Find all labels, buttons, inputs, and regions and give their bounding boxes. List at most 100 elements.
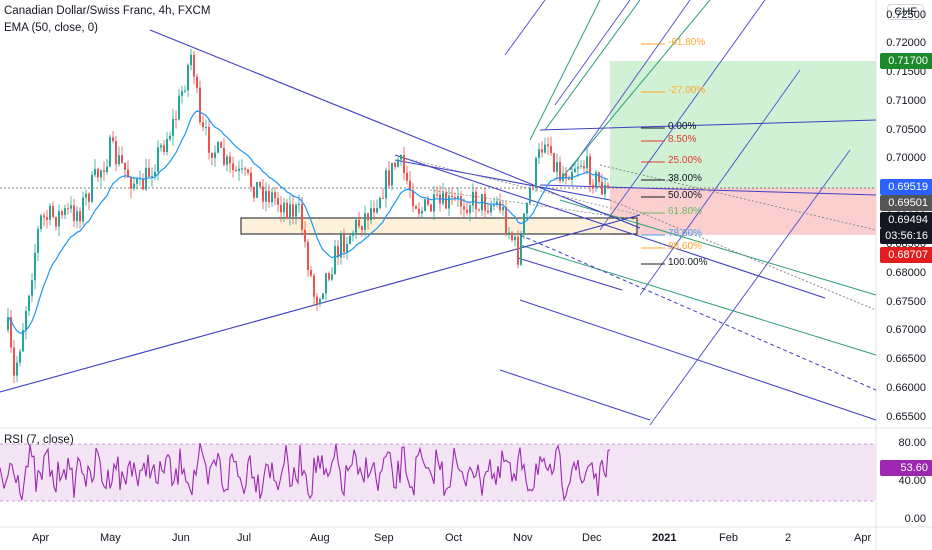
candle-body — [10, 317, 12, 348]
fib-retracement[interactable] — [641, 43, 665, 265]
candle-body — [445, 192, 447, 209]
candle-body — [124, 162, 126, 170]
candle-body — [547, 144, 549, 147]
candle-body — [301, 204, 303, 230]
candle-body — [367, 213, 369, 221]
candle-body — [559, 162, 561, 181]
candle-body — [40, 215, 42, 229]
candle-body — [310, 270, 312, 276]
ema-line — [7, 110, 609, 334]
price-axis-label: 0.70500 — [886, 124, 926, 136]
candle-body — [181, 91, 183, 96]
candle-body — [25, 310, 27, 331]
pitchfork-diagonal[interactable] — [599, 0, 766, 231]
trendline[interactable] — [394, 159, 611, 201]
candle-body — [325, 273, 327, 294]
pitchfork-parallel[interactable] — [519, 244, 877, 356]
pitchfork-parallel[interactable] — [519, 234, 877, 391]
candle-body — [427, 199, 429, 205]
candle-body — [391, 162, 393, 186]
candle-body — [589, 156, 591, 185]
pitchfork-parallel[interactable] — [519, 299, 877, 421]
dotted-trendline[interactable] — [429, 189, 641, 221]
pitchfork-parallel[interactable] — [599, 164, 877, 231]
candle-body — [232, 163, 234, 170]
price-axis-label: 0.67500 — [886, 296, 926, 308]
candle-body — [322, 293, 324, 299]
candle-body — [229, 156, 231, 164]
candle-body — [16, 362, 18, 376]
pitchfork-diagonal[interactable] — [569, 0, 691, 171]
fib-level-label: 0.00% — [668, 121, 697, 132]
price-axis-label: 0.70000 — [886, 152, 926, 164]
candle-body — [250, 172, 252, 187]
candle-body — [535, 158, 537, 188]
candle-body — [574, 168, 576, 173]
pitchfork-diagonal[interactable] — [649, 149, 851, 426]
dotted-trendline[interactable] — [399, 156, 641, 216]
symbol-legend[interactable]: Canadian Dollar/Swiss Franc, 4h, FXCM — [4, 5, 211, 17]
candle-body — [415, 206, 417, 209]
candle-body — [394, 162, 396, 167]
pitchfork-green-line[interactable] — [544, 0, 641, 131]
trendline[interactable] — [394, 154, 826, 299]
candle-body — [499, 201, 501, 211]
candle-body — [469, 205, 471, 213]
candle-body — [52, 206, 54, 217]
ema-legend[interactable]: EMA (50, close, 0) — [4, 22, 98, 34]
candle-body — [160, 145, 162, 148]
pitchfork-lines[interactable] — [499, 0, 877, 426]
price-axis-label: 0.66500 — [886, 353, 926, 365]
candle-body — [169, 135, 171, 140]
pitchfork-diagonal[interactable] — [639, 69, 801, 296]
rsi-title[interactable]: RSI (7, close) — [4, 434, 74, 446]
time-axis-label: Dec — [582, 532, 602, 544]
currency-chip[interactable]: CHF — [887, 4, 924, 20]
pitchfork-parallel[interactable] — [499, 369, 651, 421]
candle-body — [556, 162, 558, 172]
price-badge: 0.69501 — [880, 195, 932, 211]
candle-body — [340, 234, 342, 258]
candle-body — [571, 172, 573, 180]
time-axis-label: May — [100, 532, 121, 544]
candle-body — [244, 168, 246, 170]
trendline[interactable] — [149, 29, 641, 229]
candle-body — [607, 184, 609, 189]
candle-body — [565, 173, 567, 179]
candle-body — [454, 197, 456, 199]
candle-body — [226, 156, 228, 165]
candle-body — [490, 205, 492, 213]
candle-body — [127, 169, 129, 178]
candle-body — [358, 219, 360, 227]
candle-body — [163, 145, 165, 153]
candle-body — [313, 275, 315, 297]
candle-body — [376, 208, 378, 213]
candle-body — [151, 175, 153, 177]
pitchfork-diagonal[interactable] — [504, 0, 546, 56]
candle-body — [388, 170, 390, 186]
candle-body — [91, 175, 93, 202]
candle-body — [214, 152, 216, 158]
fib-level-label: 8.50% — [668, 134, 697, 145]
candle-body — [217, 141, 219, 153]
candle-body — [370, 208, 372, 221]
candle-body — [193, 54, 195, 77]
pitchfork-diagonal[interactable] — [554, 0, 631, 106]
candle-body — [103, 170, 105, 172]
trendline[interactable] — [517, 257, 623, 291]
support-box[interactable] — [240, 217, 638, 235]
pitchfork-green-line[interactable] — [559, 0, 711, 181]
candle-body — [85, 193, 87, 198]
pitchfork-green-line[interactable] — [529, 0, 601, 141]
candle-body — [346, 244, 348, 253]
pitchfork-parallel[interactable] — [539, 119, 877, 131]
candle-body — [472, 191, 474, 206]
target-zone[interactable] — [610, 61, 876, 188]
candle-body — [208, 126, 210, 153]
candle-body — [172, 119, 174, 136]
candle-body — [298, 204, 300, 206]
candle-body — [478, 209, 480, 211]
stop-zone[interactable] — [610, 188, 876, 235]
